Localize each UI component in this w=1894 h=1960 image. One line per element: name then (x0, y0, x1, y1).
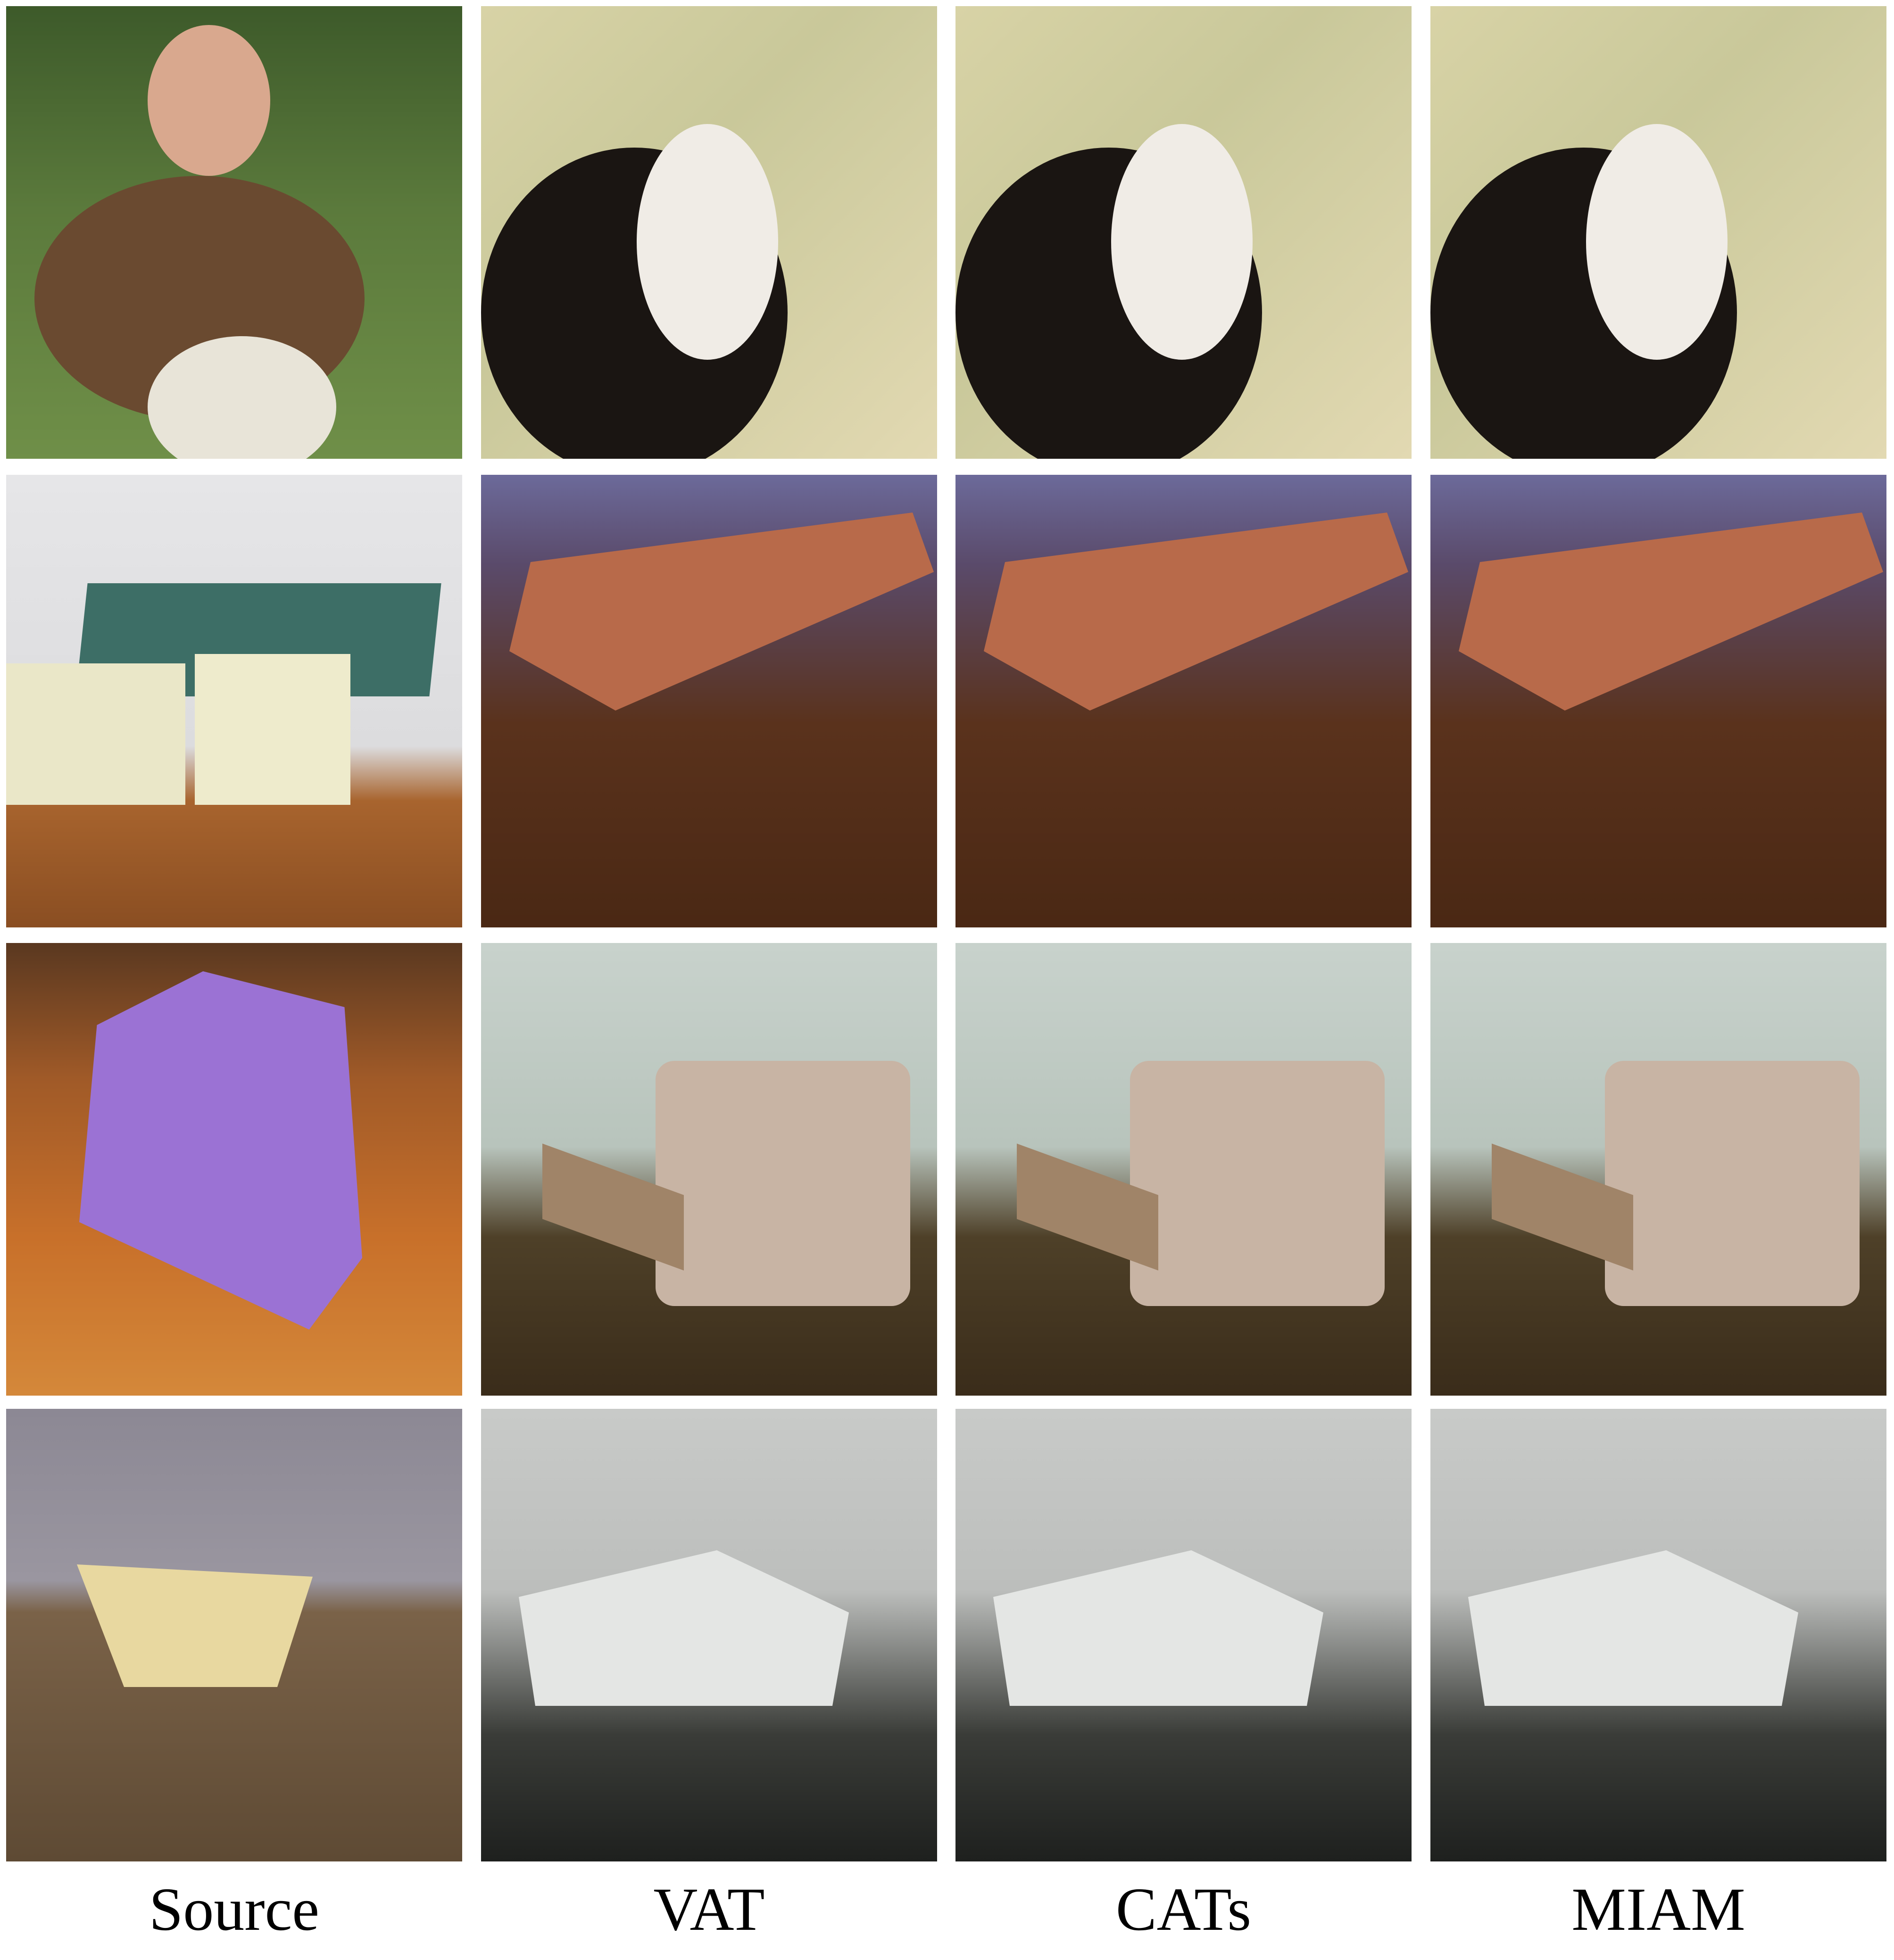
image-miam-boat (1430, 1409, 1886, 1861)
column-label: VAT (653, 1876, 765, 1943)
column-label: MIAM (1571, 1876, 1745, 1943)
image-vat-dog (481, 6, 937, 459)
image-miam-dog (1430, 6, 1886, 459)
image-cats-sofa (955, 943, 1412, 1396)
column-label: CATs (1115, 1876, 1252, 1943)
image-cats-boat (955, 1409, 1412, 1861)
image-source-boat (6, 1409, 462, 1861)
image-miam-sofa (1430, 943, 1886, 1396)
image-vat-boat (481, 1409, 937, 1861)
column-label: Source (149, 1876, 319, 1943)
image-source-table (6, 475, 462, 927)
image-vat-table (481, 475, 937, 927)
image-vat-sofa (481, 943, 937, 1396)
image-cats-dog (955, 6, 1412, 459)
image-miam-table (1430, 475, 1886, 927)
image-source-dog (6, 6, 462, 459)
image-source-sofa (6, 943, 462, 1396)
image-cats-table (955, 475, 1412, 927)
